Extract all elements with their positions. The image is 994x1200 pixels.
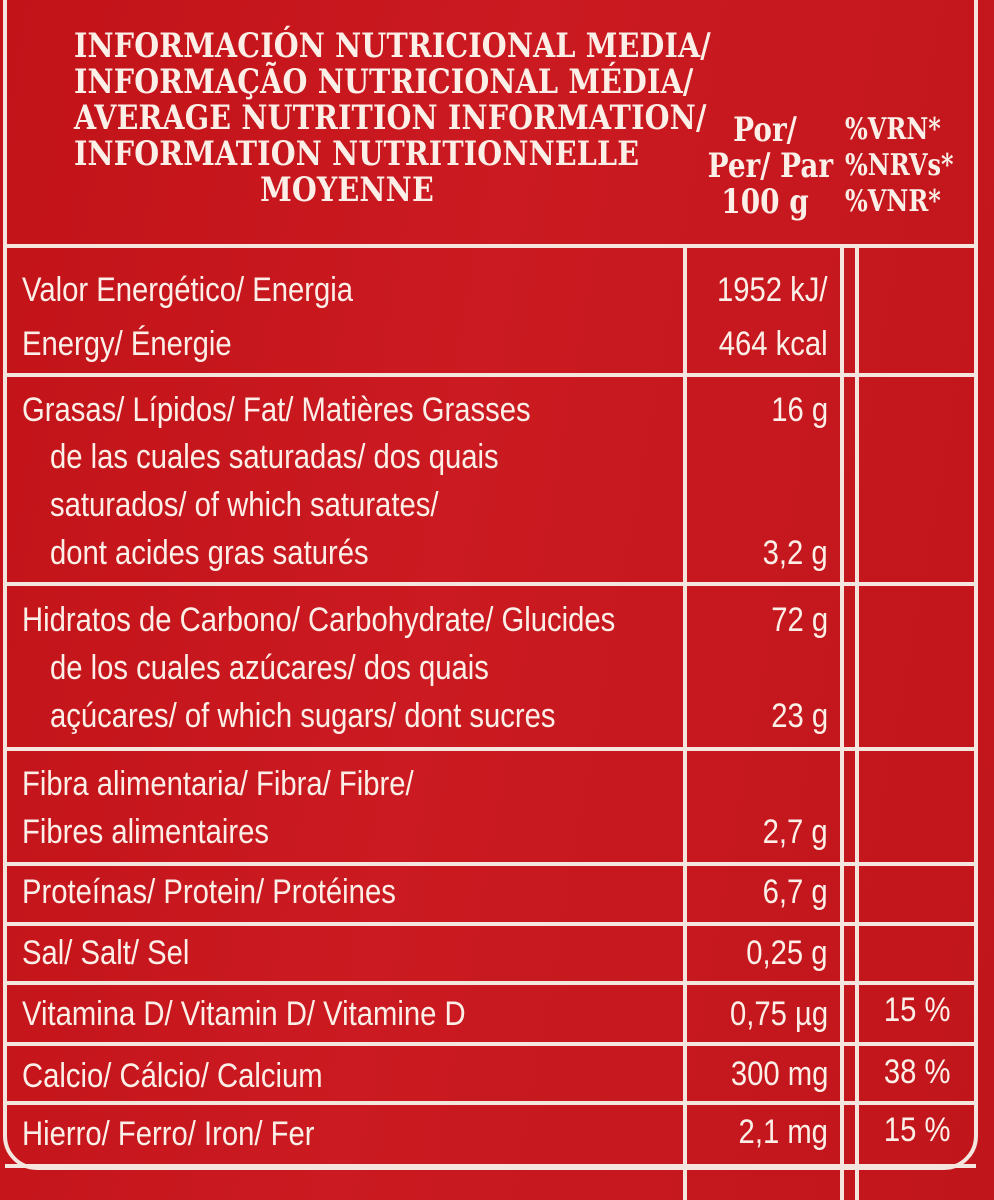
- calcium-value: 300 mg: [730, 1055, 828, 1093]
- row-divider: [5, 582, 976, 586]
- energy-value: 1952 kJ/: [717, 271, 828, 309]
- ri-header-line: %NRVs*: [845, 148, 954, 183]
- energy-value: 464 kcal: [719, 325, 828, 363]
- fibre-label: Fibra alimentaria/ Fibra/ Fibre/: [22, 765, 414, 803]
- row-divider: [5, 862, 976, 866]
- title-line: INFORMAÇÃO NUTRICIONAL MÉDIA/: [74, 62, 694, 102]
- carbohydrate-label: Hidratos de Carbono/ Carbohydrate/ Gluci…: [22, 601, 616, 639]
- row-divider: [5, 922, 976, 926]
- protein-label: Proteínas/ Protein/ Protéines: [22, 873, 396, 911]
- carbohydrate-value: 72 g: [771, 601, 828, 639]
- title-line: AVERAGE NUTRITION INFORMATION/: [74, 98, 707, 138]
- ri-header-line: %VNR*: [845, 184, 941, 219]
- vitamin-d-value: 0,75 µg: [729, 995, 828, 1033]
- saturates-label: dont acides gras saturés: [50, 534, 369, 572]
- energy-label: Valor Energético/ Energia: [22, 271, 354, 309]
- per-header-line: Por/: [733, 110, 797, 150]
- saturates-label: saturados/ of which saturates/: [50, 486, 439, 524]
- reference-intake-column-header: %VRN* %NRVs* %VNR*: [845, 112, 957, 220]
- vitamin-d-label: Vitamina D/ Vitamin D/ Vitamine D: [22, 995, 466, 1033]
- title-line: INFORMACIÓN NUTRICIONAL MEDIA/: [74, 26, 711, 66]
- saturates-value: 3,2 g: [762, 534, 828, 572]
- salt-label: Sal/ Salt/ Sel: [22, 934, 190, 972]
- row-divider: [5, 747, 976, 751]
- title-line: MOYENNE: [260, 170, 434, 210]
- table-header: INFORMACIÓN NUTRICIONAL MEDIA/ INFORMAÇÃ…: [0, 0, 994, 250]
- protein-value: 6,7 g: [762, 873, 828, 911]
- energy-label: Energy/ Énergie: [22, 325, 232, 363]
- sugars-label: açúcares/ of which sugars/ dont sucres: [50, 697, 556, 735]
- calcium-ri: 38 %: [883, 1053, 950, 1091]
- row-divider: [5, 373, 976, 377]
- column-divider: [855, 246, 859, 1200]
- ri-header-line: %VRN*: [845, 112, 941, 147]
- sugars-value: 23 g: [771, 697, 828, 735]
- row-divider: [5, 1042, 976, 1046]
- table-title: INFORMACIÓN NUTRICIONAL MEDIA/ INFORMAÇÃ…: [74, 26, 711, 210]
- title-line: INFORMATION NUTRITIONNELLE: [74, 134, 640, 174]
- fibre-label: Fibres alimentaires: [22, 813, 270, 851]
- iron-ri: 15 %: [883, 1111, 950, 1149]
- calcium-label: Calcio/ Cálcio/ Calcium: [22, 1057, 323, 1095]
- sugars-label: de los cuales azúcares/ dos quais: [50, 649, 489, 687]
- vitamin-d-ri: 15 %: [883, 991, 950, 1029]
- per-100g-column-header: Por/ Per/ Par 100 g: [707, 110, 834, 222]
- header-divider: [5, 244, 976, 248]
- fat-value: 16 g: [771, 391, 828, 429]
- row-divider: [5, 1164, 976, 1168]
- column-divider: [683, 246, 687, 1200]
- per-header-line: Per/ Par: [707, 146, 834, 186]
- column-divider: [840, 246, 844, 1200]
- salt-value: 0,25 g: [746, 934, 828, 972]
- saturates-label: de las cuales saturadas/ dos quais: [50, 438, 499, 476]
- fat-label: Grasas/ Lípidos/ Fat/ Matières Grasses: [22, 391, 531, 429]
- row-divider: [5, 981, 976, 985]
- row-divider: [5, 1101, 976, 1105]
- iron-label: Hierro/ Ferro/ Iron/ Fer: [22, 1115, 315, 1153]
- iron-value: 2,1 mg: [738, 1113, 828, 1151]
- per-header-line: 100 g: [721, 182, 809, 222]
- fibre-value: 2,7 g: [762, 813, 828, 851]
